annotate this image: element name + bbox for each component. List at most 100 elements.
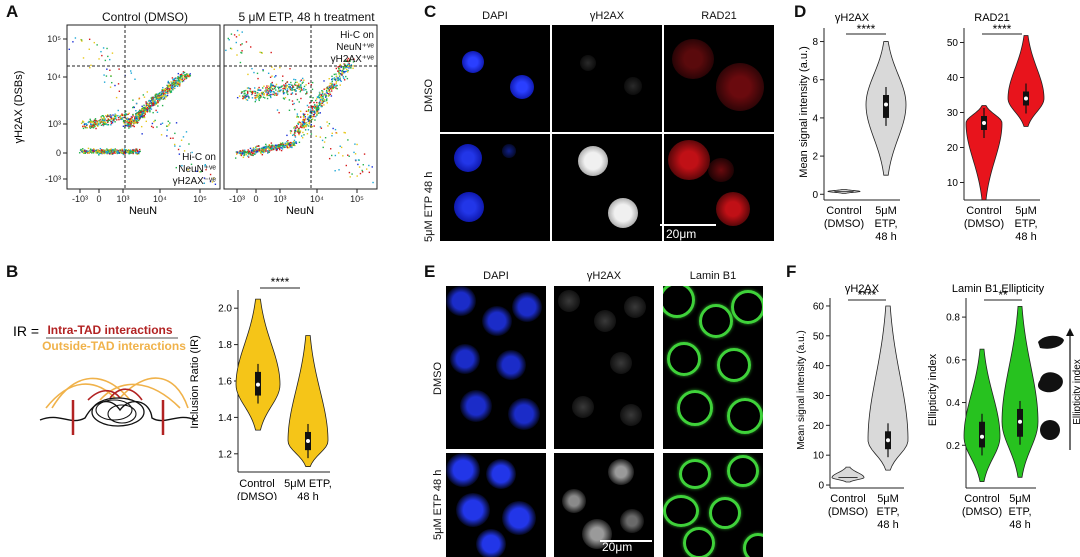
flow-event	[177, 81, 179, 84]
flow-ytick: 0	[56, 148, 61, 158]
flow-event	[140, 111, 142, 113]
flow-event	[190, 163, 193, 166]
flow-event	[91, 120, 94, 123]
flow-event	[204, 165, 206, 167]
flow-event	[102, 122, 105, 125]
flow-event	[257, 77, 259, 80]
flow-event	[279, 142, 282, 144]
flow-event	[129, 123, 131, 126]
flow-event	[277, 90, 279, 93]
flow-event	[126, 150, 128, 152]
flow-event	[169, 84, 172, 86]
flow-event	[329, 87, 332, 90]
flow-event	[134, 119, 137, 121]
flow-event	[255, 149, 258, 152]
flow-event	[294, 90, 297, 92]
flow-event	[110, 122, 113, 125]
flow-event	[92, 152, 95, 154]
flow-event	[310, 84, 313, 86]
flow-event	[285, 84, 287, 86]
flow-event	[296, 115, 298, 117]
flow-event	[167, 89, 169, 91]
flow-event	[253, 71, 255, 74]
flow-event	[349, 58, 351, 61]
flow-event	[253, 149, 256, 152]
flow-event	[117, 83, 120, 85]
flow-event	[109, 116, 112, 118]
flow-event	[293, 89, 295, 91]
flow-event	[82, 152, 85, 154]
flow-event	[109, 114, 112, 116]
flow-event	[236, 152, 238, 154]
flow-event	[331, 84, 333, 86]
flow-event	[126, 118, 128, 120]
flow-event	[142, 116, 144, 119]
flow-event	[267, 92, 269, 94]
flow-event	[118, 90, 121, 92]
flow-event	[321, 104, 323, 107]
flow-event	[82, 127, 85, 130]
flow-event	[259, 97, 261, 99]
flow-event	[124, 152, 127, 154]
flow-event	[244, 152, 246, 154]
flow-event	[136, 122, 139, 124]
flow-event	[113, 117, 115, 119]
flow-event	[157, 105, 159, 107]
flow-event	[92, 121, 94, 124]
flow-event	[90, 123, 93, 126]
flow-event	[287, 93, 289, 96]
flow-event	[146, 108, 148, 110]
flow-event	[325, 99, 328, 102]
flow-event	[346, 71, 349, 73]
flow-event	[135, 120, 138, 122]
flow-event	[311, 88, 314, 91]
flow-event	[137, 115, 139, 117]
flow-event	[315, 110, 318, 112]
flow-event	[324, 94, 327, 97]
flow-event	[311, 125, 313, 128]
flow-event	[91, 125, 93, 128]
flow-event	[111, 117, 113, 120]
flow-event	[290, 87, 293, 90]
flow-event	[104, 121, 107, 124]
flow-event	[191, 151, 193, 154]
flow-event	[209, 180, 212, 183]
flow-event	[284, 96, 287, 99]
flow-event	[348, 67, 350, 69]
flow-event	[346, 65, 349, 68]
flow-event	[177, 72, 180, 75]
flow-event	[168, 82, 170, 84]
flow-event	[319, 93, 321, 95]
flow-event	[109, 86, 112, 88]
b-significance: ****	[271, 275, 290, 289]
flow-event	[333, 84, 335, 87]
flow-event	[110, 118, 112, 121]
flow-event	[154, 100, 156, 102]
flow-event	[246, 151, 248, 154]
flow-event	[304, 124, 306, 127]
flow-event	[314, 107, 316, 109]
flow-event	[94, 150, 96, 152]
flow-event	[126, 120, 128, 122]
flow-ytick: 10³	[48, 119, 61, 129]
flow-event	[338, 78, 341, 81]
flow-event	[83, 152, 86, 154]
flow-event	[200, 171, 202, 173]
flow-event	[132, 148, 135, 151]
flow-event	[329, 91, 331, 93]
flow-event	[164, 92, 167, 95]
flow-event	[236, 153, 238, 155]
flow-event	[276, 94, 278, 96]
flow-event	[273, 144, 275, 147]
flow-event	[168, 85, 170, 88]
flow-event	[196, 170, 198, 172]
flow-event	[265, 89, 267, 91]
flow-event	[112, 120, 114, 122]
y-tick-label: 2	[812, 152, 818, 163]
flow-event	[335, 82, 338, 84]
flow-event	[161, 89, 163, 91]
flow-event	[323, 98, 325, 101]
flow-event	[143, 107, 145, 109]
flow-event	[122, 153, 125, 156]
